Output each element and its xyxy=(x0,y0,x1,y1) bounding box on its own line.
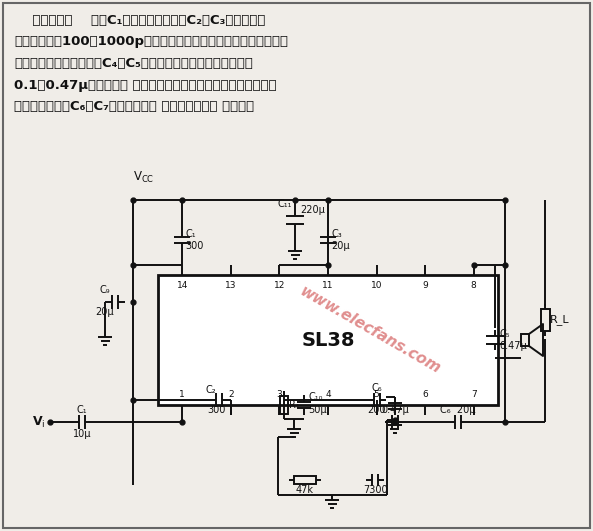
Text: C₃: C₃ xyxy=(331,229,342,239)
Text: 1: 1 xyxy=(180,390,185,399)
Text: R₁: R₁ xyxy=(289,400,300,410)
Text: 元件的选用    图中C₁为输入耦合电容，C₂、C₃为移相防振: 元件的选用 图中C₁为输入耦合电容，C₂、C₃为移相防振 xyxy=(14,14,266,27)
Text: SL38: SL38 xyxy=(301,330,355,349)
Text: 0.47μ: 0.47μ xyxy=(499,341,527,351)
Text: 47k: 47k xyxy=(296,485,314,495)
Text: 300: 300 xyxy=(208,405,226,415)
Text: V$_{\rm i}$: V$_{\rm i}$ xyxy=(31,415,45,430)
Text: 6: 6 xyxy=(422,390,428,399)
Text: C₁: C₁ xyxy=(185,229,196,239)
Bar xyxy=(540,309,550,331)
Text: 20μ: 20μ xyxy=(331,241,350,251)
Text: V$_{\rm CC}$: V$_{\rm CC}$ xyxy=(133,170,154,185)
Bar xyxy=(158,275,498,405)
Text: C₂: C₂ xyxy=(206,385,216,395)
Text: 2: 2 xyxy=(228,390,234,399)
Text: 20μ: 20μ xyxy=(95,307,114,317)
Text: 200: 200 xyxy=(367,405,386,415)
Bar xyxy=(521,334,529,346)
Text: C₁₀: C₁₀ xyxy=(308,392,323,402)
Text: C₁₁: C₁₁ xyxy=(278,199,292,209)
Text: 13: 13 xyxy=(225,281,237,290)
Text: 也易引起自激。C₆、C₇为自举电容， 用以保证空载时 的输出电: 也易引起自激。C₆、C₇为自举电容， 用以保证空载时 的输出电 xyxy=(14,100,254,113)
Text: 50μ: 50μ xyxy=(308,405,327,415)
Text: 0.47μ: 0.47μ xyxy=(381,405,409,415)
Text: 电容，其値在100～1000p之间选择（容量太小时不能完全防止振荡: 电容，其値在100～1000p之间选择（容量太小时不能完全防止振荡 xyxy=(14,36,288,48)
Text: 7: 7 xyxy=(471,390,477,399)
Text: 12: 12 xyxy=(274,281,285,290)
Text: 300: 300 xyxy=(185,241,203,251)
Text: 3: 3 xyxy=(276,390,282,399)
Text: 220μ: 220μ xyxy=(300,205,325,215)
Text: C₅: C₅ xyxy=(499,329,509,339)
Text: 0.1～0.47μ之间选择， 这两个电容要尽量靠近输出和地，线太长: 0.1～0.47μ之间选择， 这两个电容要尽量靠近输出和地，线太长 xyxy=(14,79,276,91)
Text: 5: 5 xyxy=(374,390,380,399)
Bar xyxy=(294,476,316,484)
Text: C₁: C₁ xyxy=(76,405,87,415)
Text: 7300: 7300 xyxy=(363,485,387,495)
Text: 10μ: 10μ xyxy=(73,429,91,439)
Text: C₆: C₆ xyxy=(371,383,382,393)
Text: 4: 4 xyxy=(325,390,331,399)
Text: 9: 9 xyxy=(422,281,428,290)
Text: 10: 10 xyxy=(371,281,382,290)
Text: C₉: C₉ xyxy=(100,285,110,295)
Text: C₆  20μ: C₆ 20μ xyxy=(440,405,476,415)
Text: R_L: R_L xyxy=(550,314,570,326)
Text: ，容量过大影响频响）。C₄、C₅为输出端防振旁路电容，容量在: ，容量过大影响频响）。C₄、C₅为输出端防振旁路电容，容量在 xyxy=(14,57,253,70)
Bar xyxy=(280,396,288,414)
Text: www.elecfans.com: www.elecfans.com xyxy=(297,284,443,376)
Text: 11: 11 xyxy=(322,281,334,290)
Text: 8: 8 xyxy=(471,281,477,290)
Text: 14: 14 xyxy=(177,281,188,290)
